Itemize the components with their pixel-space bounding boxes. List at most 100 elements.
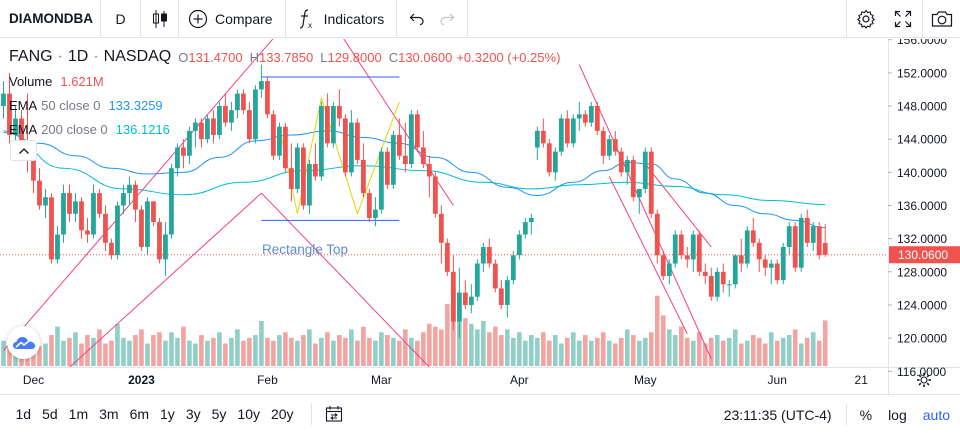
- compare-button[interactable]: Compare: [179, 0, 286, 38]
- candle-body: [762, 259, 768, 268]
- candle-body: [318, 106, 324, 177]
- range-button-1d[interactable]: 1d: [15, 406, 32, 422]
- last-price-label: 130.0600: [898, 248, 948, 262]
- volume-bar: [684, 337, 690, 366]
- candle-body: [408, 114, 414, 165]
- percent-toggle[interactable]: %: [859, 406, 873, 423]
- bottom-toolbar: 1d 5d 1m 3m 6m 1y 3y 5y 10y 20y 23:11:35 (UTC-4) …: [0, 394, 960, 433]
- candle-body: [768, 263, 774, 268]
- plus-circle-icon: [188, 9, 208, 28]
- candle-body: [241, 93, 246, 111]
- time-tick-label: Jun: [768, 373, 787, 387]
- volume-bar: [612, 343, 618, 366]
- candle-body: [522, 222, 528, 235]
- chart-legend: FANG · 1D · NASDAQ O 131.4700 H 133.7850 L…: [9, 45, 560, 141]
- indicators-label: Indicators: [323, 10, 385, 27]
- candle-body: [450, 271, 456, 322]
- volume-bar: [205, 340, 210, 366]
- date-range-icon[interactable]: [325, 405, 343, 423]
- range-button-6m[interactable]: 6m: [129, 406, 150, 422]
- candle-body: [342, 118, 348, 173]
- candle-body: [259, 81, 264, 90]
- volume-bar: [636, 340, 642, 366]
- volume-bar: [505, 329, 510, 366]
- price-tick-label: 136.0000: [897, 199, 947, 213]
- candle-body: [618, 151, 624, 173]
- legend-volume-row[interactable]: Volume 1.621M: [9, 69, 560, 93]
- tradingview-logo[interactable]: [7, 326, 40, 359]
- volume-bar: [313, 343, 318, 366]
- candle-body: [73, 201, 78, 214]
- volume-bar: [708, 337, 714, 366]
- volume-bar: [439, 329, 444, 366]
- fullscreen-button[interactable]: [884, 0, 922, 38]
- log-toggle[interactable]: log: [888, 406, 907, 423]
- candle-body: [7, 93, 12, 136]
- volume-bar: [678, 326, 684, 366]
- chart-type-button[interactable]: [141, 0, 179, 38]
- volume-bar: [541, 332, 546, 366]
- range-button-1m[interactable]: 1m: [68, 406, 89, 422]
- volume-bar: [660, 315, 666, 366]
- range-button-5y[interactable]: 5y: [211, 406, 227, 422]
- volume-bar: [55, 326, 60, 366]
- candle-body: [151, 201, 156, 223]
- candle-body: [253, 89, 258, 140]
- candle-body: [265, 81, 270, 115]
- ema50-line: [3, 130, 826, 229]
- candle-body: [432, 176, 438, 214]
- candle-body: [211, 118, 216, 136]
- legend-ema200-row[interactable]: EMA 200 close 0 136.1216: [9, 117, 560, 141]
- range-button-10y[interactable]: 10y: [237, 406, 260, 422]
- undo-icon[interactable]: [409, 12, 425, 26]
- range-button-3y[interactable]: 3y: [185, 406, 201, 422]
- range-button-1y[interactable]: 1y: [160, 406, 175, 422]
- price-tick-label: 120.0000: [897, 332, 947, 346]
- volume-bar: [750, 335, 756, 366]
- volume-bars: [1, 287, 828, 366]
- range-button-5d[interactable]: 5d: [42, 406, 58, 422]
- volume-bar: [289, 337, 294, 366]
- interval-button[interactable]: D: [101, 0, 141, 38]
- range-button-3m[interactable]: 3m: [99, 406, 119, 422]
- candle-body: [336, 106, 342, 119]
- ema50-path: [3, 130, 826, 229]
- change-value: +0.3200 (+0.25%): [456, 49, 561, 65]
- price-chart[interactable]: Rectangle Top 130.0600 156.0000152.00001…: [0, 39, 960, 394]
- volume-bar: [427, 323, 432, 366]
- clock-timezone[interactable]: 23:11:35 (UTC-4): [723, 406, 832, 423]
- snapshot-button[interactable]: [922, 0, 960, 38]
- volume-bar: [816, 340, 822, 366]
- candle-body: [199, 122, 204, 140]
- candle-body: [289, 168, 294, 189]
- trend-line: [69, 192, 262, 367]
- cloud-logo-icon: [12, 336, 35, 349]
- range-button-20y[interactable]: 20y: [270, 406, 294, 422]
- candle-body: [708, 275, 714, 297]
- auto-toggle[interactable]: auto: [922, 406, 950, 423]
- candle-body: [43, 197, 48, 206]
- axis-settings-icon[interactable]: [917, 373, 931, 387]
- volume-bar: [307, 329, 312, 366]
- compare-label: Compare: [215, 10, 273, 27]
- volume-bar: [157, 332, 162, 366]
- legend-collapse-button[interactable]: [10, 140, 37, 161]
- volume-bar: [271, 340, 276, 366]
- candle-body: [139, 209, 144, 247]
- volume-bar: [642, 337, 648, 366]
- symbol-search-button[interactable]: DIAMONDBA: [0, 0, 101, 38]
- candle-body: [648, 151, 654, 214]
- volume-bar: [792, 329, 798, 366]
- candles-icon: [152, 9, 167, 28]
- volume-bar: [145, 343, 150, 366]
- close-label: C: [388, 49, 399, 65]
- redo-icon[interactable]: [439, 12, 455, 26]
- price-tick-label: 116.0000: [897, 365, 946, 379]
- settings-button[interactable]: [846, 0, 884, 38]
- volume-bar: [601, 332, 606, 366]
- indicators-button[interactable]: x Indicators: [286, 0, 398, 38]
- price-tick-label: 132.0000: [897, 232, 947, 246]
- legend-ema50-row[interactable]: EMA 50 close 0 133.3259: [9, 93, 560, 117]
- trend-line: [261, 192, 430, 367]
- volume-bar: [355, 340, 360, 366]
